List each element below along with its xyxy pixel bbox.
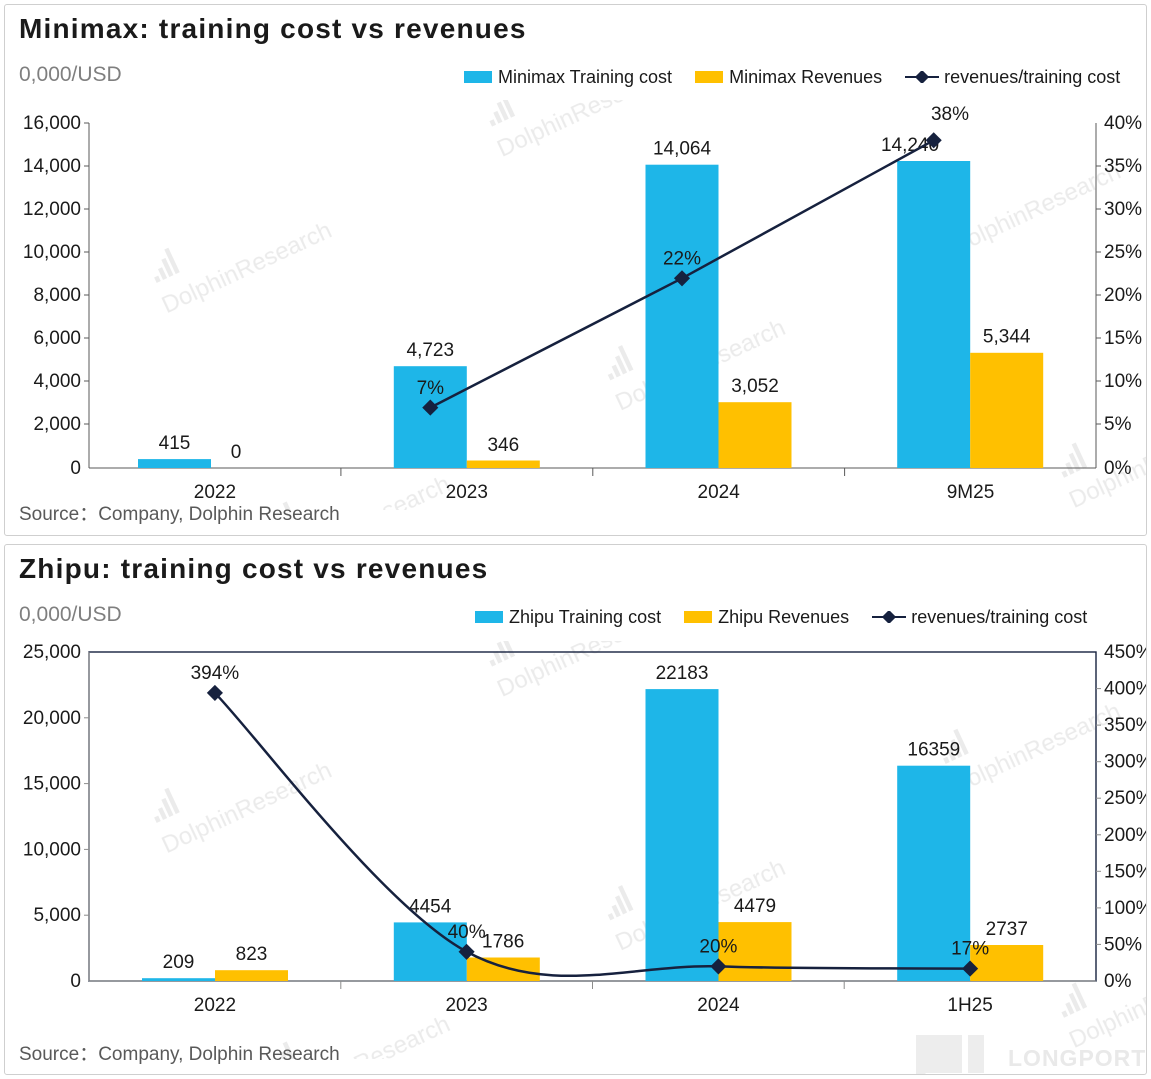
svg-text:6,000: 6,000 — [33, 328, 81, 349]
svg-text:40%: 40% — [448, 922, 486, 943]
svg-text:2024: 2024 — [697, 995, 740, 1016]
svg-text:8,000: 8,000 — [33, 285, 81, 306]
svg-text:17%: 17% — [951, 939, 989, 960]
svg-text:4,000: 4,000 — [33, 371, 81, 392]
svg-text:22183: 22183 — [656, 663, 709, 684]
svg-text:823: 823 — [236, 944, 268, 965]
svg-text:15,000: 15,000 — [23, 774, 81, 795]
svg-text:100%: 100% — [1104, 898, 1147, 919]
svg-text:400%: 400% — [1104, 679, 1147, 700]
svg-text:450%: 450% — [1104, 642, 1147, 663]
svg-text:22%: 22% — [663, 249, 701, 270]
svg-text:0%: 0% — [1104, 458, 1132, 479]
svg-text:7%: 7% — [417, 378, 445, 399]
svg-text:394%: 394% — [191, 663, 240, 684]
svg-text:15%: 15% — [1104, 328, 1142, 349]
svg-text:209: 209 — [163, 952, 195, 973]
svg-text:2,000: 2,000 — [33, 414, 81, 435]
svg-text:346: 346 — [487, 435, 519, 456]
svg-text:3,052: 3,052 — [731, 376, 779, 397]
svg-text:40%: 40% — [1104, 113, 1142, 134]
svg-text:50%: 50% — [1104, 934, 1142, 955]
svg-text:200%: 200% — [1104, 825, 1147, 846]
svg-text:5,000: 5,000 — [33, 905, 81, 926]
svg-text:2022: 2022 — [194, 995, 236, 1016]
svg-text:20%: 20% — [699, 936, 737, 957]
svg-text:2737: 2737 — [986, 919, 1028, 940]
svg-text:4,723: 4,723 — [407, 340, 455, 361]
svg-text:38%: 38% — [931, 104, 969, 125]
svg-text:4479: 4479 — [734, 896, 776, 917]
svg-text:14,000: 14,000 — [23, 156, 81, 177]
svg-text:415: 415 — [159, 433, 191, 454]
svg-text:0: 0 — [231, 442, 242, 463]
svg-text:16,000: 16,000 — [23, 113, 81, 134]
svg-text:2023: 2023 — [445, 995, 487, 1016]
svg-text:300%: 300% — [1104, 752, 1147, 773]
svg-text:150%: 150% — [1104, 861, 1147, 882]
svg-text:25%: 25% — [1104, 242, 1142, 263]
svg-text:30%: 30% — [1104, 199, 1142, 220]
svg-text:10,000: 10,000 — [23, 839, 81, 860]
svg-text:0: 0 — [70, 458, 81, 479]
svg-text:1H25: 1H25 — [947, 995, 992, 1016]
svg-text:10%: 10% — [1104, 371, 1142, 392]
svg-text:1786: 1786 — [482, 932, 524, 953]
svg-text:20,000: 20,000 — [23, 708, 81, 729]
svg-text:2024: 2024 — [698, 482, 741, 503]
svg-text:0%: 0% — [1104, 971, 1132, 992]
svg-text:10,000: 10,000 — [23, 242, 81, 263]
svg-text:250%: 250% — [1104, 788, 1147, 809]
svg-text:350%: 350% — [1104, 715, 1147, 736]
svg-text:9M25: 9M25 — [947, 482, 995, 503]
svg-text:14,064: 14,064 — [653, 139, 712, 160]
svg-text:35%: 35% — [1104, 156, 1142, 177]
svg-text:5,344: 5,344 — [983, 327, 1031, 348]
svg-text:25,000: 25,000 — [23, 642, 81, 663]
svg-text:LONGPORT: LONGPORT — [1008, 1045, 1146, 1071]
svg-text:2023: 2023 — [446, 482, 488, 503]
svg-text:12,000: 12,000 — [23, 199, 81, 220]
svg-text:0: 0 — [70, 971, 81, 992]
svg-text:16359: 16359 — [907, 740, 960, 761]
svg-text:5%: 5% — [1104, 414, 1132, 435]
svg-text:20%: 20% — [1104, 285, 1142, 306]
